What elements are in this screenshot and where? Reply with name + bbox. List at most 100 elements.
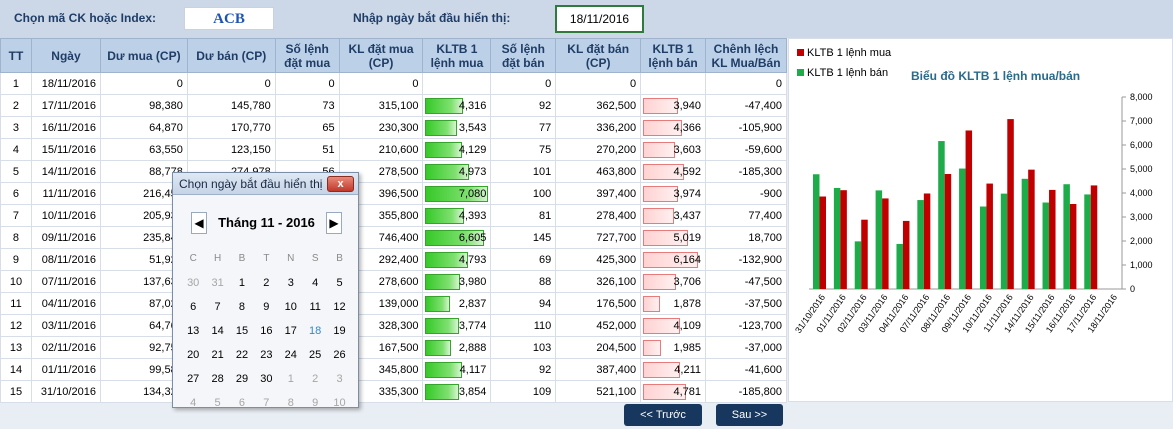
sell-bar <box>979 206 987 289</box>
table-cell-kl-ban: 521,100 <box>555 380 642 403</box>
calendar-day[interactable]: 18 <box>309 325 322 337</box>
calendar-day[interactable]: 22 <box>235 349 249 361</box>
table-cell-kl-ban: 204,500 <box>555 336 642 359</box>
calendar-day[interactable]: 27 <box>187 373 200 385</box>
table-cell-kl-ban: 452,000 <box>555 314 642 337</box>
buy-volume-bar <box>425 296 451 312</box>
calendar-day[interactable]: 5 <box>336 277 343 289</box>
calendar-day[interactable]: 2 <box>312 373 319 385</box>
calendar-day[interactable]: 31 <box>211 277 224 289</box>
bar-value: 6,605 <box>458 231 487 244</box>
table-cell-tb-ban: 3,940 <box>640 94 707 117</box>
calendar-day[interactable]: 6 <box>238 397 246 409</box>
calendar-day[interactable]: 10 <box>333 397 346 409</box>
chart-title: Biểu đồ KLTB 1 lệnh mua/bán <box>911 69 1081 83</box>
calendar-day[interactable]: 9 <box>312 397 319 409</box>
table-cell-chenh: -37,500 <box>705 292 787 315</box>
calendar-day[interactable]: 4 <box>312 277 319 289</box>
buy-bar <box>1090 185 1098 289</box>
calendar-day[interactable]: 26 <box>333 349 346 361</box>
calendar-day[interactable]: 28 <box>211 373 224 385</box>
calendar-grid: C H B T N S B 30 31 1 2 3 4 5 6 7 8 9 10 11 12 13 14 15 16 17 18 19… <box>181 247 352 415</box>
calendar-day[interactable]: 8 <box>287 397 294 409</box>
table-row: 514/11/201688,778274,97856278,5004,97310… <box>0 160 787 183</box>
buy-volume-bar <box>425 230 485 246</box>
calendar-day[interactable]: 24 <box>284 349 297 361</box>
start-date-input[interactable]: 18/11/2016 <box>555 5 644 33</box>
calendar-day[interactable]: 20 <box>187 349 200 361</box>
table-cell-kl-mua: 315,100 <box>338 94 424 117</box>
calendar-day[interactable]: 13 <box>187 325 200 337</box>
calendar-day[interactable]: 3 <box>287 277 294 289</box>
table-cell-chenh: -123,700 <box>705 314 787 337</box>
bar-value: 3,774 <box>458 319 487 332</box>
table-cell-tb-ban: 4,781 <box>640 380 707 403</box>
bar-value: 3,437 <box>673 209 702 222</box>
close-button[interactable]: x <box>327 176 354 192</box>
bar-value: 4,129 <box>458 143 487 156</box>
table-cell-date: 04/11/2016 <box>30 292 101 315</box>
calendar-day[interactable]: 25 <box>309 349 322 361</box>
calendar-day[interactable]: 2 <box>263 277 270 289</box>
calendar-day[interactable]: 11 <box>309 301 321 313</box>
calendar-day[interactable]: 30 <box>187 277 200 289</box>
column-header: KLTB 1 lệnh bán <box>640 38 707 73</box>
prev-month-icon[interactable]: ◀ <box>191 212 207 234</box>
calendar-day[interactable]: 6 <box>190 301 197 313</box>
calendar-day[interactable]: 7 <box>263 397 270 409</box>
calendar-day[interactable]: 19 <box>333 325 346 337</box>
weekday-label: N <box>287 253 295 264</box>
calendar-day[interactable]: 15 <box>235 325 249 337</box>
calendar-day[interactable]: 9 <box>263 301 270 313</box>
table-row: 13 02/11/2016 92,753 167,500 2,888 103 204,500… <box>0 336 787 359</box>
calendar-day[interactable]: 21 <box>211 349 224 361</box>
table-row: 2 17/11/2016 98,380 145,780 73 315,100 4,316 92… <box>0 94 787 117</box>
sell-bar <box>833 187 841 289</box>
table-cell-date: 31/10/2016 <box>30 380 101 403</box>
table-cell-kl-mua: 167,500 <box>338 336 424 359</box>
calendar-day[interactable]: 12 <box>333 301 346 313</box>
y-tick-label: 8,000 <box>1130 92 1153 102</box>
calendar-day[interactable]: 3 <box>336 373 343 385</box>
buy-bar <box>1028 169 1035 289</box>
chart-svg: 8,000 7,000 6,000 5,000 4,000 3,000 2,000 1,000… <box>793 92 1153 335</box>
calendar-day[interactable]: 5 <box>214 397 221 409</box>
table-cell-tb-mua: 2,837 <box>422 292 492 315</box>
calendar-day[interactable]: 7 <box>214 301 221 313</box>
calendar-day[interactable]: 8 <box>238 301 246 313</box>
calendar-day[interactable]: 1 <box>238 277 246 289</box>
table-cell-tb-mua: 4,117 <box>422 358 492 381</box>
table-cell-tb-mua: 4,393 <box>422 204 492 227</box>
calendar-day[interactable]: 16 <box>260 325 273 337</box>
bar-value: 4,393 <box>458 209 487 222</box>
calendar-day[interactable]: 17 <box>284 325 297 337</box>
prev-page-button[interactable]: << Trước <box>624 404 702 426</box>
table-cell-tt: 12 <box>0 314 32 337</box>
calendar-day[interactable]: 14 <box>211 325 224 337</box>
table-cell-tb-mua <box>422 72 492 95</box>
buy-volume-bar <box>425 318 460 334</box>
next-page-button[interactable]: Sau >> <box>716 404 783 426</box>
table-cell-so-ban: 69 <box>490 248 557 271</box>
weekday-label: C <box>189 253 197 264</box>
table-cell-tb-mua: 6,605 <box>422 226 492 249</box>
table-cell-tb-ban: 5,019 <box>640 226 707 249</box>
table-cell-tb-mua: 4,129 <box>422 138 492 161</box>
stock-code-input[interactable]: ACB <box>184 7 274 30</box>
calendar-day[interactable]: 10 <box>284 301 297 313</box>
calendar-day[interactable]: 4 <box>190 397 197 409</box>
calendar-day[interactable]: 1 <box>287 373 294 385</box>
table-cell-tb-ban: 3,974 <box>640 182 707 205</box>
next-month-icon[interactable]: ▶ <box>326 212 342 234</box>
sell-bar <box>1021 178 1029 289</box>
column-header: Chênh lệch KL Mua/Bán <box>705 38 787 73</box>
calendar-day[interactable]: 23 <box>260 349 273 361</box>
table-cell-kl-ban: 0 <box>555 72 642 95</box>
buy-bar <box>902 220 910 289</box>
sell-bar <box>1000 193 1008 289</box>
calendar-day[interactable]: 30 <box>260 373 273 385</box>
buy-volume-bar <box>425 120 458 136</box>
table-cell-so-ban: 88 <box>490 270 557 293</box>
table-cell-chenh: 0 <box>705 72 787 95</box>
calendar-day[interactable]: 29 <box>235 373 249 385</box>
